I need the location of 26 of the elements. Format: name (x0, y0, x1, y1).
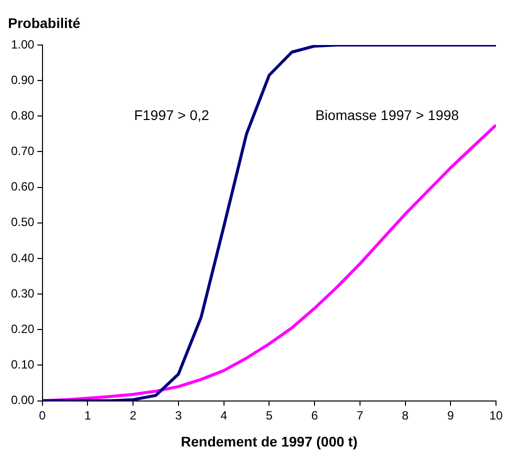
y-tick-label: 0.50 (10, 215, 35, 230)
y-tick-label: 0.30 (10, 286, 35, 300)
y-tick-label: 0.70 (10, 144, 35, 158)
x-tick-label: 5 (266, 408, 273, 422)
y-tick-label: 0.80 (10, 108, 35, 122)
x-tick-label: 10 (489, 408, 503, 422)
y-tick-label: 1.00 (10, 37, 35, 52)
y-axis-title: Probabilité (8, 14, 81, 31)
y-tick-label: 0.90 (10, 72, 35, 87)
x-tick-label: 2 (130, 408, 137, 422)
y-tick-label: 0.20 (10, 322, 35, 336)
x-tick-label: 0 (39, 408, 46, 422)
y-tick-label: 0.40 (10, 250, 35, 265)
y-tick-label: 0.10 (10, 358, 35, 372)
x-tick-label: 1 (84, 408, 92, 422)
x-tick-label: 3 (175, 408, 182, 422)
x-tick-label: 7 (356, 408, 364, 422)
annotation: F1997 > 0,2 (134, 107, 210, 124)
x-tick-label: 8 (402, 408, 409, 422)
x-axis-title: Rendement de 1997 (000 t) (180, 433, 358, 450)
x-tick-label: 6 (311, 408, 318, 422)
x-tick-label: 4 (220, 408, 228, 422)
annotation: Biomasse 1997 > 1998 (315, 107, 460, 124)
x-tick-label: 9 (447, 408, 454, 422)
y-tick-label: 0.00 (10, 393, 35, 408)
y-tick-label: 0.60 (10, 180, 35, 194)
